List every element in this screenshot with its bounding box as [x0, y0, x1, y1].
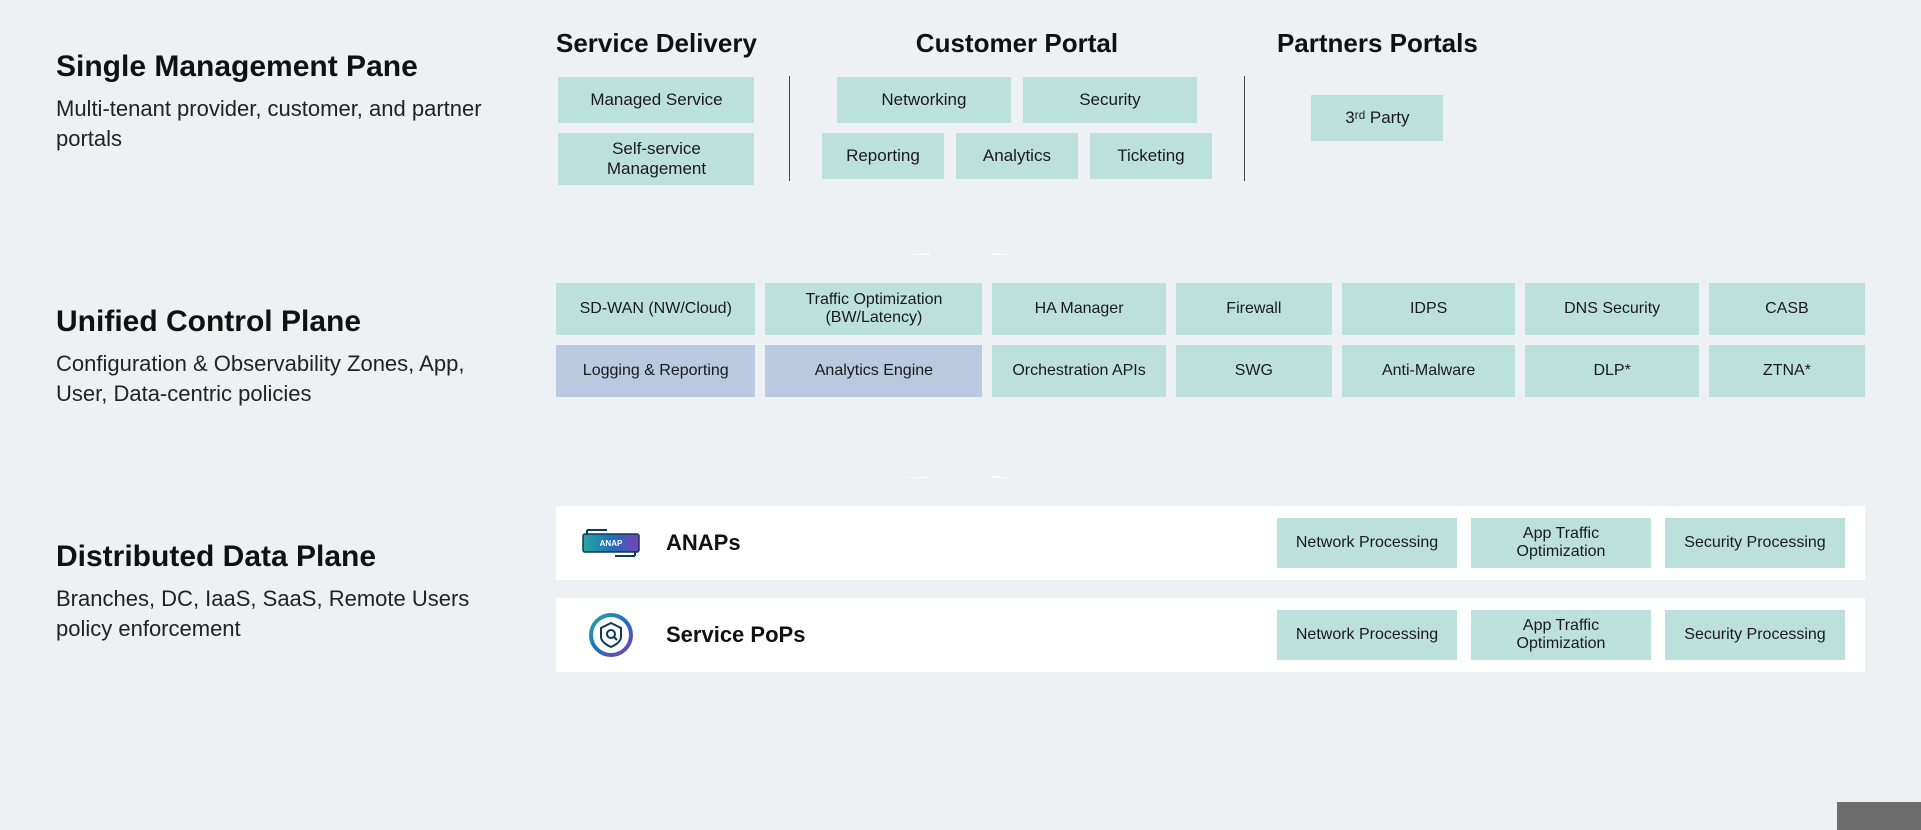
chip-pops-app-traffic-opt: App Traffic Optimization	[1471, 610, 1651, 660]
chip-logging-reporting: Logging & Reporting	[556, 345, 755, 397]
layer-data: Distributed Data Plane Branches, DC, Iaa…	[0, 478, 1921, 722]
chip-analytics-engine: Analytics Engine	[765, 345, 982, 397]
group-service-delivery: Service Delivery Managed Service Self-se…	[556, 28, 757, 185]
data-row-service-pops: Service PoPs Network Processing App Traf…	[556, 598, 1865, 672]
group-header-service-delivery: Service Delivery	[556, 28, 757, 59]
data-row-anaps: ANAP ANAPs Network Pro	[556, 506, 1865, 580]
group-header-partners-portals: Partners Portals	[1277, 28, 1478, 59]
chip-security: Security	[1023, 77, 1197, 123]
management-heading-block: Single Management Pane Multi-tenant prov…	[56, 28, 516, 153]
chip-ha-manager: HA Manager	[992, 283, 1165, 335]
anap-icon: ANAP	[581, 526, 641, 560]
service-pops-icon	[587, 611, 635, 659]
connector-1	[0, 219, 1921, 255]
chip-third-party: 3ʳᵈ Party	[1311, 95, 1443, 141]
control-title: Unified Control Plane	[56, 305, 516, 339]
data-heading-block: Distributed Data Plane Branches, DC, Iaa…	[56, 506, 516, 643]
management-subtitle: Multi-tenant provider, customer, and par…	[56, 94, 516, 153]
layer-management: Single Management Pane Multi-tenant prov…	[0, 0, 1921, 219]
control-grid: SD-WAN (NW/Cloud) Traffic Optimization (…	[556, 283, 1865, 397]
chip-dns-security: DNS Security	[1525, 283, 1698, 335]
chip-idps: IDPS	[1342, 283, 1515, 335]
chip-anap-app-traffic-opt: App Traffic Optimization	[1471, 518, 1651, 568]
group-partners-portals: Partners Portals 3ʳᵈ Party	[1277, 28, 1478, 141]
chip-anap-network-processing: Network Processing	[1277, 518, 1457, 568]
chip-dlp: DLP*	[1525, 345, 1698, 397]
chip-analytics: Analytics	[956, 133, 1078, 179]
chip-casb: CASB	[1709, 283, 1865, 335]
chip-networking: Networking	[837, 77, 1011, 123]
svg-text:ANAP: ANAP	[600, 539, 623, 548]
chip-pops-network-processing: Network Processing	[1277, 610, 1457, 660]
management-title: Single Management Pane	[56, 50, 516, 84]
data-row-label-pops: Service PoPs	[666, 622, 846, 648]
layer-control: Unified Control Plane Configuration & Ob…	[0, 255, 1921, 442]
group-header-customer-portal: Customer Portal	[916, 28, 1118, 59]
chip-anap-security-processing: Security Processing	[1665, 518, 1845, 568]
chip-self-service-management: Self-service Management	[558, 133, 754, 185]
data-subtitle: Branches, DC, IaaS, SaaS, Remote Users p…	[56, 584, 516, 643]
chip-ticketing: Ticketing	[1090, 133, 1212, 179]
control-heading-block: Unified Control Plane Configuration & Ob…	[56, 283, 516, 408]
data-title: Distributed Data Plane	[56, 540, 516, 574]
chip-ztna: ZTNA*	[1709, 345, 1865, 397]
chip-swg: SWG	[1176, 345, 1332, 397]
chip-orchestration-apis: Orchestration APIs	[992, 345, 1165, 397]
connector-2	[0, 442, 1921, 478]
divider-2	[1244, 76, 1245, 181]
group-customer-portal: Customer Portal Networking Security Repo…	[822, 28, 1212, 179]
chip-traffic-opt: Traffic Optimization (BW/Latency)	[765, 283, 982, 335]
chip-sdwan: SD-WAN (NW/Cloud)	[556, 283, 755, 335]
management-groups: Service Delivery Managed Service Self-se…	[556, 28, 1865, 185]
corner-tab	[1837, 802, 1921, 830]
data-row-label-anaps: ANAPs	[666, 530, 846, 556]
chip-pops-security-processing: Security Processing	[1665, 610, 1845, 660]
chip-reporting: Reporting	[822, 133, 944, 179]
divider-1	[789, 76, 790, 181]
chip-anti-malware: Anti-Malware	[1342, 345, 1515, 397]
control-subtitle: Configuration & Observability Zones, App…	[56, 349, 516, 408]
chip-firewall: Firewall	[1176, 283, 1332, 335]
chip-managed-service: Managed Service	[558, 77, 754, 123]
